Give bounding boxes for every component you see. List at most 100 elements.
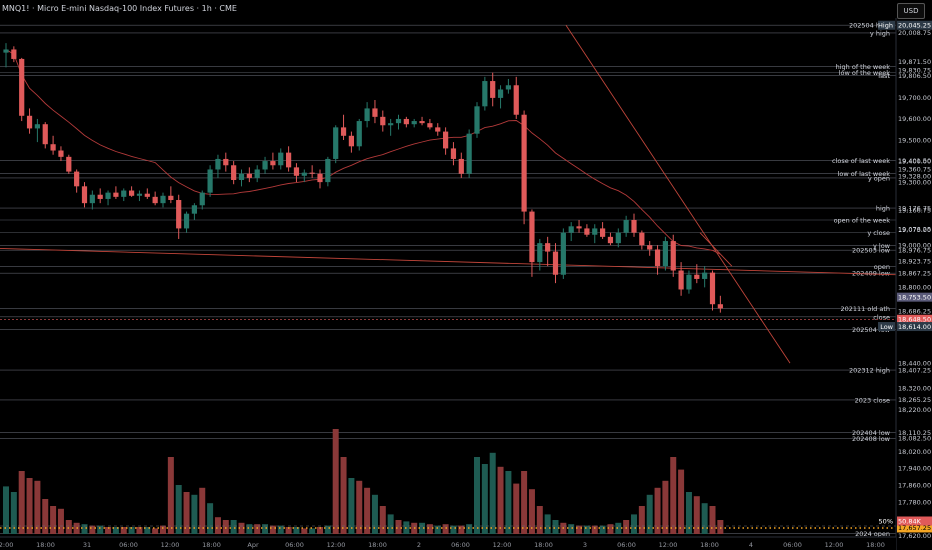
currency-button[interactable]: USD xyxy=(897,3,925,19)
moving-average xyxy=(5,49,721,255)
price-tick-label: 18,320.00 xyxy=(898,385,931,393)
volume-bar xyxy=(607,524,614,534)
volume-bar xyxy=(576,525,583,534)
price-tag-label: 50% xyxy=(879,517,893,525)
volume-bar xyxy=(136,527,143,534)
price-tick-label: 17,780.00 xyxy=(898,498,931,506)
price-tick-label: 17,860.00 xyxy=(898,482,931,490)
volume-bar xyxy=(128,527,135,534)
volume-bar xyxy=(654,487,661,534)
volume-bar xyxy=(112,527,119,534)
candle-body xyxy=(231,165,237,180)
price-tick-label: 19,400.00 xyxy=(898,157,931,165)
key-level-label: 202312 high xyxy=(849,367,890,375)
price-tick-label: 19,500.00 xyxy=(898,136,931,144)
volume-bar xyxy=(528,489,535,534)
candle-body xyxy=(191,205,197,214)
time-tick-label: 06:00 xyxy=(783,541,802,549)
price-tick-label: 18,976.75 xyxy=(898,246,931,254)
price-tick-label: 18,800.00 xyxy=(898,284,931,292)
candle-body xyxy=(505,85,511,90)
candle-body xyxy=(160,195,166,204)
volume-bar xyxy=(450,525,457,534)
price-tick-label: 19,830.75 xyxy=(898,67,931,75)
price-tag-value: 20,045.25 xyxy=(898,22,931,30)
trendlines[interactable] xyxy=(0,25,897,364)
candle-body xyxy=(309,172,315,174)
volume-bar xyxy=(521,471,528,534)
candle-body xyxy=(466,133,472,174)
volume-bar xyxy=(222,520,229,534)
price-tick-label: 19,328.00 xyxy=(898,173,931,181)
candle-body xyxy=(388,123,394,126)
price-axis[interactable]: 20,045.2520,008.75 19,871.5019,830.7519,8… xyxy=(878,18,932,550)
volume-bar xyxy=(120,527,127,534)
candle-body xyxy=(223,158,229,166)
volume-bar xyxy=(646,494,653,534)
price-tag-background xyxy=(897,20,932,30)
price-tag-value: 18,614.00 xyxy=(898,323,931,331)
candle-body xyxy=(403,118,409,125)
volume-bar xyxy=(638,506,645,534)
candle-body xyxy=(552,251,559,275)
volume-bar xyxy=(191,494,198,534)
price-tick-label: 19,176.75 xyxy=(898,204,931,212)
volume-bar xyxy=(685,492,692,534)
candle-body xyxy=(293,167,300,176)
candle-body xyxy=(364,108,370,122)
time-tick-label: 2 xyxy=(417,541,421,549)
time-axis[interactable]: 12:00 18:00 31 06:00 12:00 18:00 Apr 06:00 12:00… xyxy=(0,536,896,550)
volume-bar xyxy=(568,524,575,534)
volume-bar xyxy=(230,520,237,534)
candle-body xyxy=(317,173,323,183)
key-level-label: y low xyxy=(873,242,891,250)
price-tick-label: 19,000.00 xyxy=(898,242,931,250)
candle-body xyxy=(686,274,692,290)
key-level-label: high xyxy=(876,205,890,213)
volume-bar xyxy=(670,457,677,534)
candle-body xyxy=(647,245,653,250)
candle-body xyxy=(623,220,629,233)
candle-body xyxy=(89,194,95,204)
volume-bar xyxy=(340,457,347,534)
candle-body xyxy=(42,124,48,145)
volume-bar xyxy=(301,528,308,534)
candle-body xyxy=(395,118,402,124)
candle-body xyxy=(584,228,590,235)
candle-body xyxy=(152,196,158,204)
volume-bar xyxy=(175,485,182,534)
volume-bar xyxy=(364,487,371,534)
candle-body xyxy=(333,127,339,159)
volume-bar xyxy=(489,452,496,534)
candle-body xyxy=(450,148,457,159)
price-tick-label: 18,265.25 xyxy=(898,396,931,404)
volume-bar xyxy=(497,466,504,534)
candle-body xyxy=(254,169,260,178)
candle-body xyxy=(709,272,716,305)
key-level-label: 202111 old ath xyxy=(840,305,890,313)
candle-body xyxy=(199,192,205,206)
candle-body xyxy=(356,121,362,147)
candle-body xyxy=(537,243,543,263)
time-tick-label: 31 xyxy=(83,541,91,549)
volume-bar xyxy=(57,508,64,534)
key-level-label: y close xyxy=(867,229,890,237)
time-tick-label: 18:00 xyxy=(368,541,387,549)
candle-body xyxy=(144,193,150,197)
key-level-label: low of the week xyxy=(839,69,891,77)
candle-body xyxy=(136,193,143,196)
candle-body xyxy=(694,274,700,279)
price-tag-value: 50.84K xyxy=(898,517,922,525)
candle-body xyxy=(482,81,488,107)
candle-body xyxy=(270,161,276,166)
candle-body xyxy=(670,241,676,271)
volume-bar xyxy=(466,524,473,534)
price-tick-label: 18,220.00 xyxy=(898,406,931,414)
price-tick-label: 19,300.00 xyxy=(898,178,931,186)
price-tick-label: 17,940.00 xyxy=(898,465,931,473)
volume-bar xyxy=(42,499,49,534)
candle-body xyxy=(207,169,213,193)
price-tick-label: 18,110.25 xyxy=(898,429,931,437)
time-tick-label: 12:00 xyxy=(0,541,13,549)
